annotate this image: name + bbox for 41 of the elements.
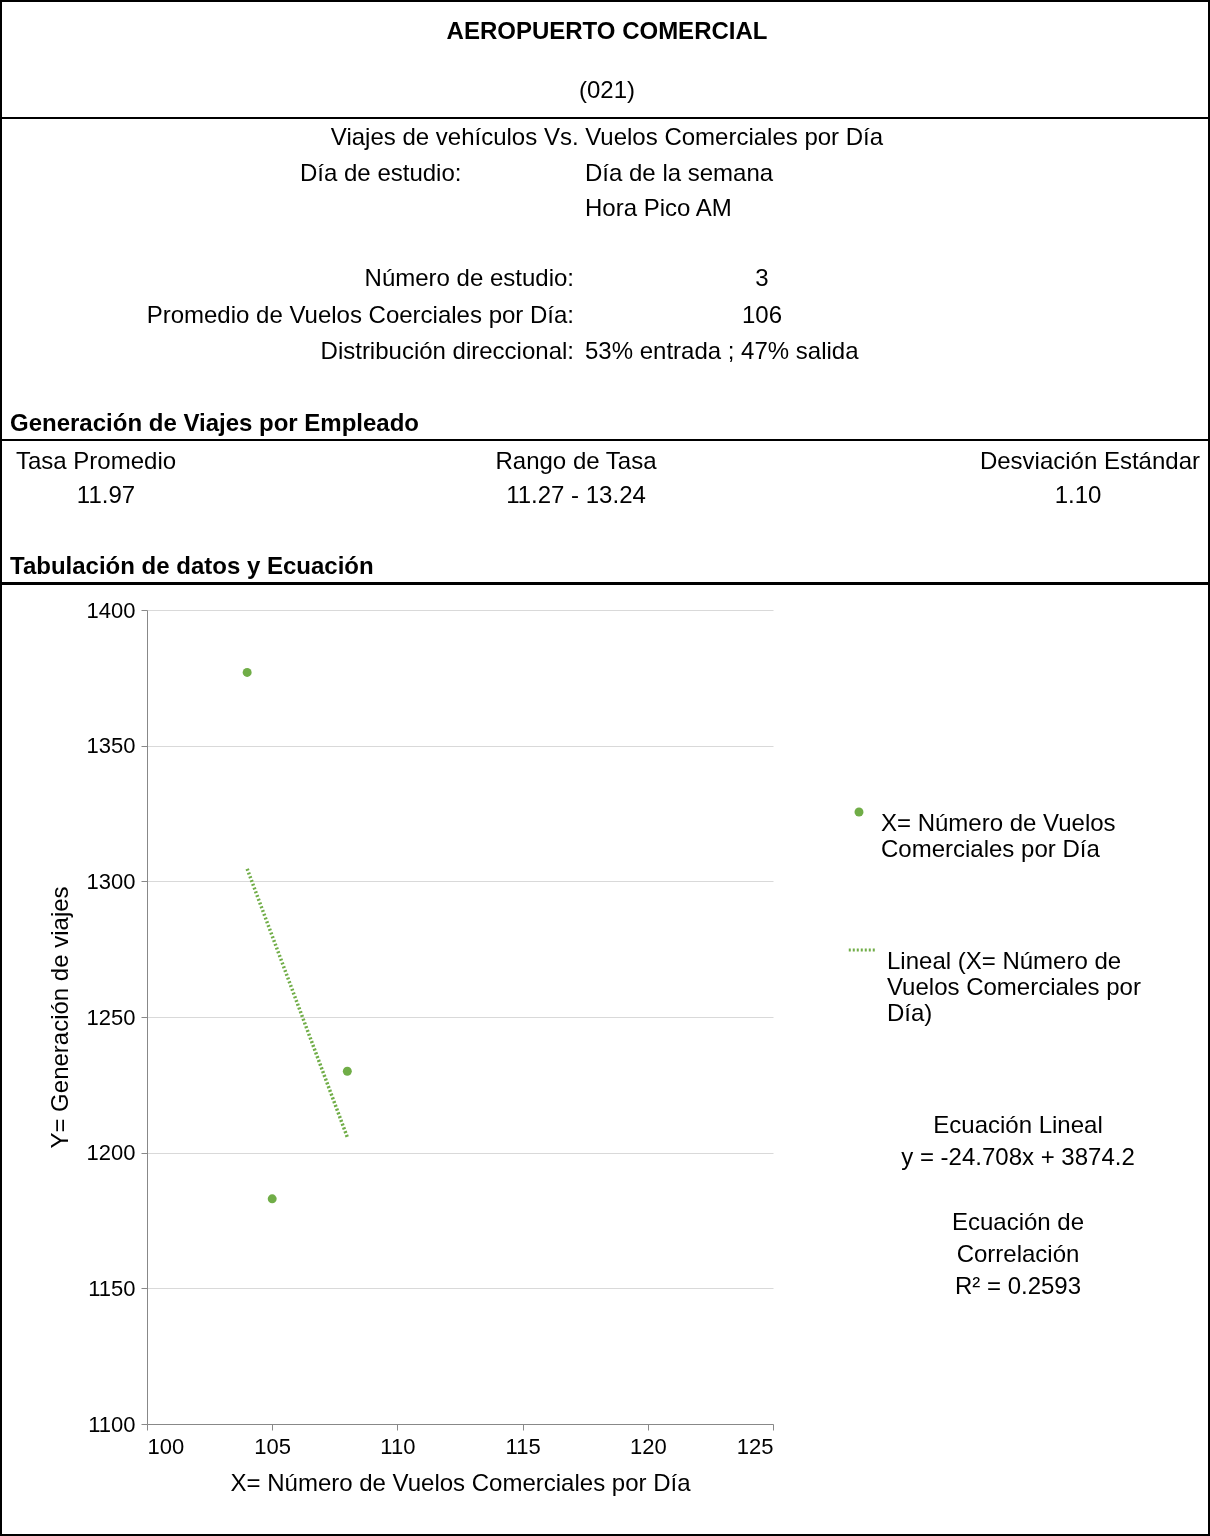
y-tick-label: 1150 xyxy=(88,1275,136,1301)
text: Tabulación de datos y Ecuación xyxy=(10,552,374,579)
x-tick-label: 125 xyxy=(736,1433,774,1459)
y-axis-title: Y= Generación de viajes xyxy=(45,886,73,1149)
text: 1.10 xyxy=(1054,481,1102,508)
text: Distribución direccional: xyxy=(320,337,574,364)
y-tick-label: 1350 xyxy=(86,733,136,759)
text: Número de estudio: xyxy=(364,264,574,291)
y-tick-label: 1100 xyxy=(88,1411,136,1437)
y-tick-label: 1400 xyxy=(86,597,136,623)
x-tick-label: 120 xyxy=(629,1433,667,1459)
legend-label: Lineal (X= Número de Vuelos Comerciales por Día) xyxy=(887,947,1141,1026)
text: Ecuación Lineal xyxy=(933,1111,1103,1138)
text: Generación de Viajes por Empleado xyxy=(10,409,420,436)
text: y = -24.708x + 3874.2 xyxy=(901,1143,1135,1170)
chart-subtitle: (021) xyxy=(578,76,636,103)
text: Día de la semana xyxy=(585,159,774,186)
y-tick-label: 1250 xyxy=(86,1004,136,1030)
text: Viajes de vehículos Vs. Vuelos Comerciales por Día xyxy=(330,123,884,150)
text: Rango de Tasa xyxy=(495,447,657,474)
text: Ecuación de Correlación xyxy=(950,1207,1086,1269)
legend-label: X= Número de Vuelos Comerciales por Día xyxy=(881,809,1116,862)
x-tick-label: 110 xyxy=(380,1433,416,1459)
text: Hora Pico AM xyxy=(585,194,732,221)
text: Promedio de Vuelos Coerciales por Día: xyxy=(146,301,574,328)
text: 11.27 - 13.24 xyxy=(506,481,646,508)
x-tick-label: 100 xyxy=(147,1433,185,1459)
x-axis-title: X= Número de Vuelos Comerciales por Día xyxy=(230,1468,692,1496)
text: 106 xyxy=(741,301,783,328)
text: 11.97 xyxy=(76,481,136,508)
y-tick-label: 1200 xyxy=(86,1140,136,1166)
y-tick-label: 1300 xyxy=(86,868,136,894)
text: 53% entrada ; 47% salida xyxy=(585,337,859,364)
x-tick-label: 115 xyxy=(505,1433,541,1459)
text: Tasa Promedio xyxy=(16,447,177,474)
chart-title: AEROPUERTO COMERCIAL xyxy=(446,17,768,44)
text: Día de estudio: xyxy=(300,159,462,186)
text: Desviación Estándar xyxy=(979,447,1200,474)
text: R² = 0.2593 xyxy=(954,1272,1082,1299)
x-tick-label: 105 xyxy=(254,1433,292,1459)
text: 3 xyxy=(755,264,769,291)
